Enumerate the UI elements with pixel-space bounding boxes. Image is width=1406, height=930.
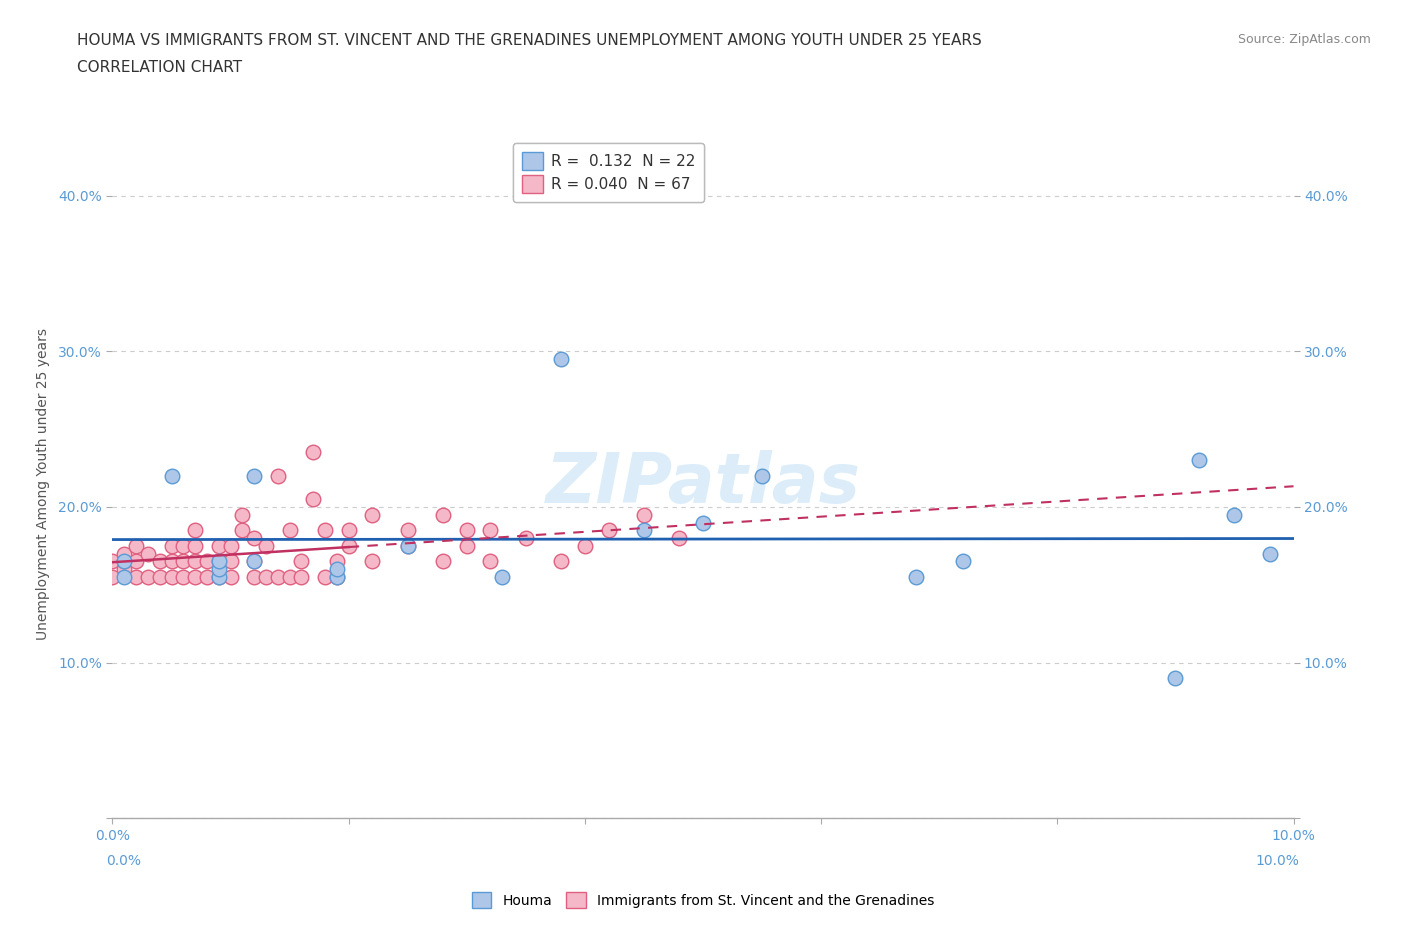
Point bbox=[267, 469, 290, 484]
Point bbox=[515, 531, 537, 546]
Text: 10.0%: 10.0% bbox=[1256, 855, 1299, 869]
Point bbox=[326, 554, 349, 569]
Point bbox=[692, 515, 714, 530]
Point bbox=[361, 554, 384, 569]
Point bbox=[337, 538, 360, 553]
Point bbox=[136, 569, 159, 584]
Point bbox=[598, 523, 620, 538]
Point bbox=[101, 554, 124, 569]
Point bbox=[160, 569, 183, 584]
Point bbox=[396, 538, 419, 553]
Point bbox=[290, 554, 312, 569]
Point bbox=[112, 554, 135, 569]
Point bbox=[396, 538, 419, 553]
Point bbox=[314, 523, 336, 538]
Point bbox=[149, 554, 172, 569]
Text: HOUMA VS IMMIGRANTS FROM ST. VINCENT AND THE GRENADINES UNEMPLOYMENT AMONG YOUTH: HOUMA VS IMMIGRANTS FROM ST. VINCENT AND… bbox=[77, 33, 981, 47]
Point bbox=[456, 538, 478, 553]
Point bbox=[1258, 546, 1281, 561]
Point bbox=[112, 554, 135, 569]
Point bbox=[243, 554, 266, 569]
Point bbox=[1223, 507, 1246, 522]
Point bbox=[267, 569, 290, 584]
Point bbox=[112, 562, 135, 577]
Point bbox=[278, 523, 301, 538]
Point bbox=[160, 469, 183, 484]
Point bbox=[160, 538, 183, 553]
Point bbox=[290, 569, 312, 584]
Point bbox=[302, 492, 325, 507]
Point bbox=[243, 531, 266, 546]
Point bbox=[751, 469, 773, 484]
Point bbox=[101, 569, 124, 584]
Point bbox=[112, 546, 135, 561]
Point bbox=[326, 562, 349, 577]
Point bbox=[302, 445, 325, 460]
Point bbox=[125, 554, 148, 569]
Point bbox=[208, 554, 231, 569]
Point bbox=[184, 554, 207, 569]
Point bbox=[125, 569, 148, 584]
Point bbox=[254, 538, 277, 553]
Text: CORRELATION CHART: CORRELATION CHART bbox=[77, 60, 242, 75]
Text: 0.0%: 0.0% bbox=[107, 855, 142, 869]
Point bbox=[479, 554, 502, 569]
Point bbox=[219, 554, 242, 569]
Legend: Houma, Immigrants from St. Vincent and the Grenadines: Houma, Immigrants from St. Vincent and t… bbox=[467, 886, 939, 914]
Point bbox=[668, 531, 690, 546]
Point bbox=[184, 538, 207, 553]
Legend: R =  0.132  N = 22, R = 0.040  N = 67: R = 0.132 N = 22, R = 0.040 N = 67 bbox=[513, 143, 704, 202]
Point bbox=[633, 507, 655, 522]
Point bbox=[208, 538, 231, 553]
Point bbox=[550, 352, 572, 366]
Point bbox=[479, 523, 502, 538]
Point bbox=[208, 569, 231, 584]
Point bbox=[208, 554, 231, 569]
Text: Source: ZipAtlas.com: Source: ZipAtlas.com bbox=[1237, 33, 1371, 46]
Point bbox=[243, 569, 266, 584]
Point bbox=[231, 523, 253, 538]
Point bbox=[1188, 453, 1211, 468]
Point bbox=[254, 569, 277, 584]
Point bbox=[172, 538, 194, 553]
Point bbox=[160, 554, 183, 569]
Point bbox=[125, 538, 148, 553]
Point bbox=[491, 569, 513, 584]
Point bbox=[219, 569, 242, 584]
Point bbox=[432, 554, 454, 569]
Point bbox=[195, 554, 218, 569]
Point bbox=[243, 469, 266, 484]
Point bbox=[149, 569, 172, 584]
Point bbox=[574, 538, 596, 553]
Point bbox=[314, 569, 336, 584]
Point bbox=[456, 523, 478, 538]
Point bbox=[904, 569, 927, 584]
Point bbox=[396, 523, 419, 538]
Point bbox=[432, 507, 454, 522]
Point bbox=[361, 507, 384, 522]
Point bbox=[208, 562, 231, 577]
Point bbox=[112, 569, 135, 584]
Point bbox=[278, 569, 301, 584]
Point bbox=[1164, 671, 1187, 685]
Point bbox=[208, 569, 231, 584]
Point bbox=[136, 546, 159, 561]
Point bbox=[952, 554, 974, 569]
Point bbox=[633, 523, 655, 538]
Point bbox=[326, 569, 349, 584]
Point bbox=[550, 554, 572, 569]
Point bbox=[243, 554, 266, 569]
Point bbox=[195, 569, 218, 584]
Point bbox=[326, 569, 349, 584]
Point bbox=[184, 569, 207, 584]
Point bbox=[172, 554, 194, 569]
Point bbox=[337, 523, 360, 538]
Point bbox=[231, 507, 253, 522]
Point bbox=[219, 538, 242, 553]
Point bbox=[172, 569, 194, 584]
Text: ZIPatlas: ZIPatlas bbox=[546, 450, 860, 517]
Y-axis label: Unemployment Among Youth under 25 years: Unemployment Among Youth under 25 years bbox=[37, 327, 49, 640]
Point bbox=[184, 523, 207, 538]
